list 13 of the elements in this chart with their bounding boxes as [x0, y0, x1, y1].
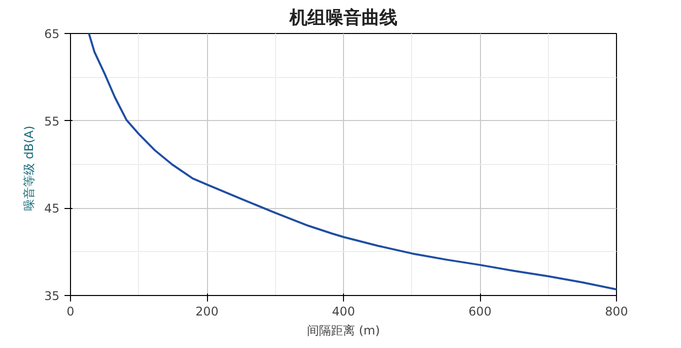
y-tick-label: 35	[44, 289, 60, 303]
y-tick-label: 65	[44, 27, 60, 41]
x-tick-label: 400	[332, 304, 355, 318]
chart-title: 机组噪音曲线	[288, 8, 398, 28]
line-series	[88, 34, 616, 290]
y-axis-title: 噪音等级 dB(A)	[22, 126, 36, 211]
y-tick-label: 45	[44, 202, 60, 216]
x-axis-title: 间隔距离 (m)	[307, 324, 380, 338]
x-tick-label: 600	[468, 304, 492, 318]
x-tick-label: 200	[196, 304, 218, 318]
x-tick-label: 800	[605, 304, 628, 318]
y-tick-label: 55	[44, 114, 60, 128]
x-tick-label: 0	[66, 304, 74, 318]
